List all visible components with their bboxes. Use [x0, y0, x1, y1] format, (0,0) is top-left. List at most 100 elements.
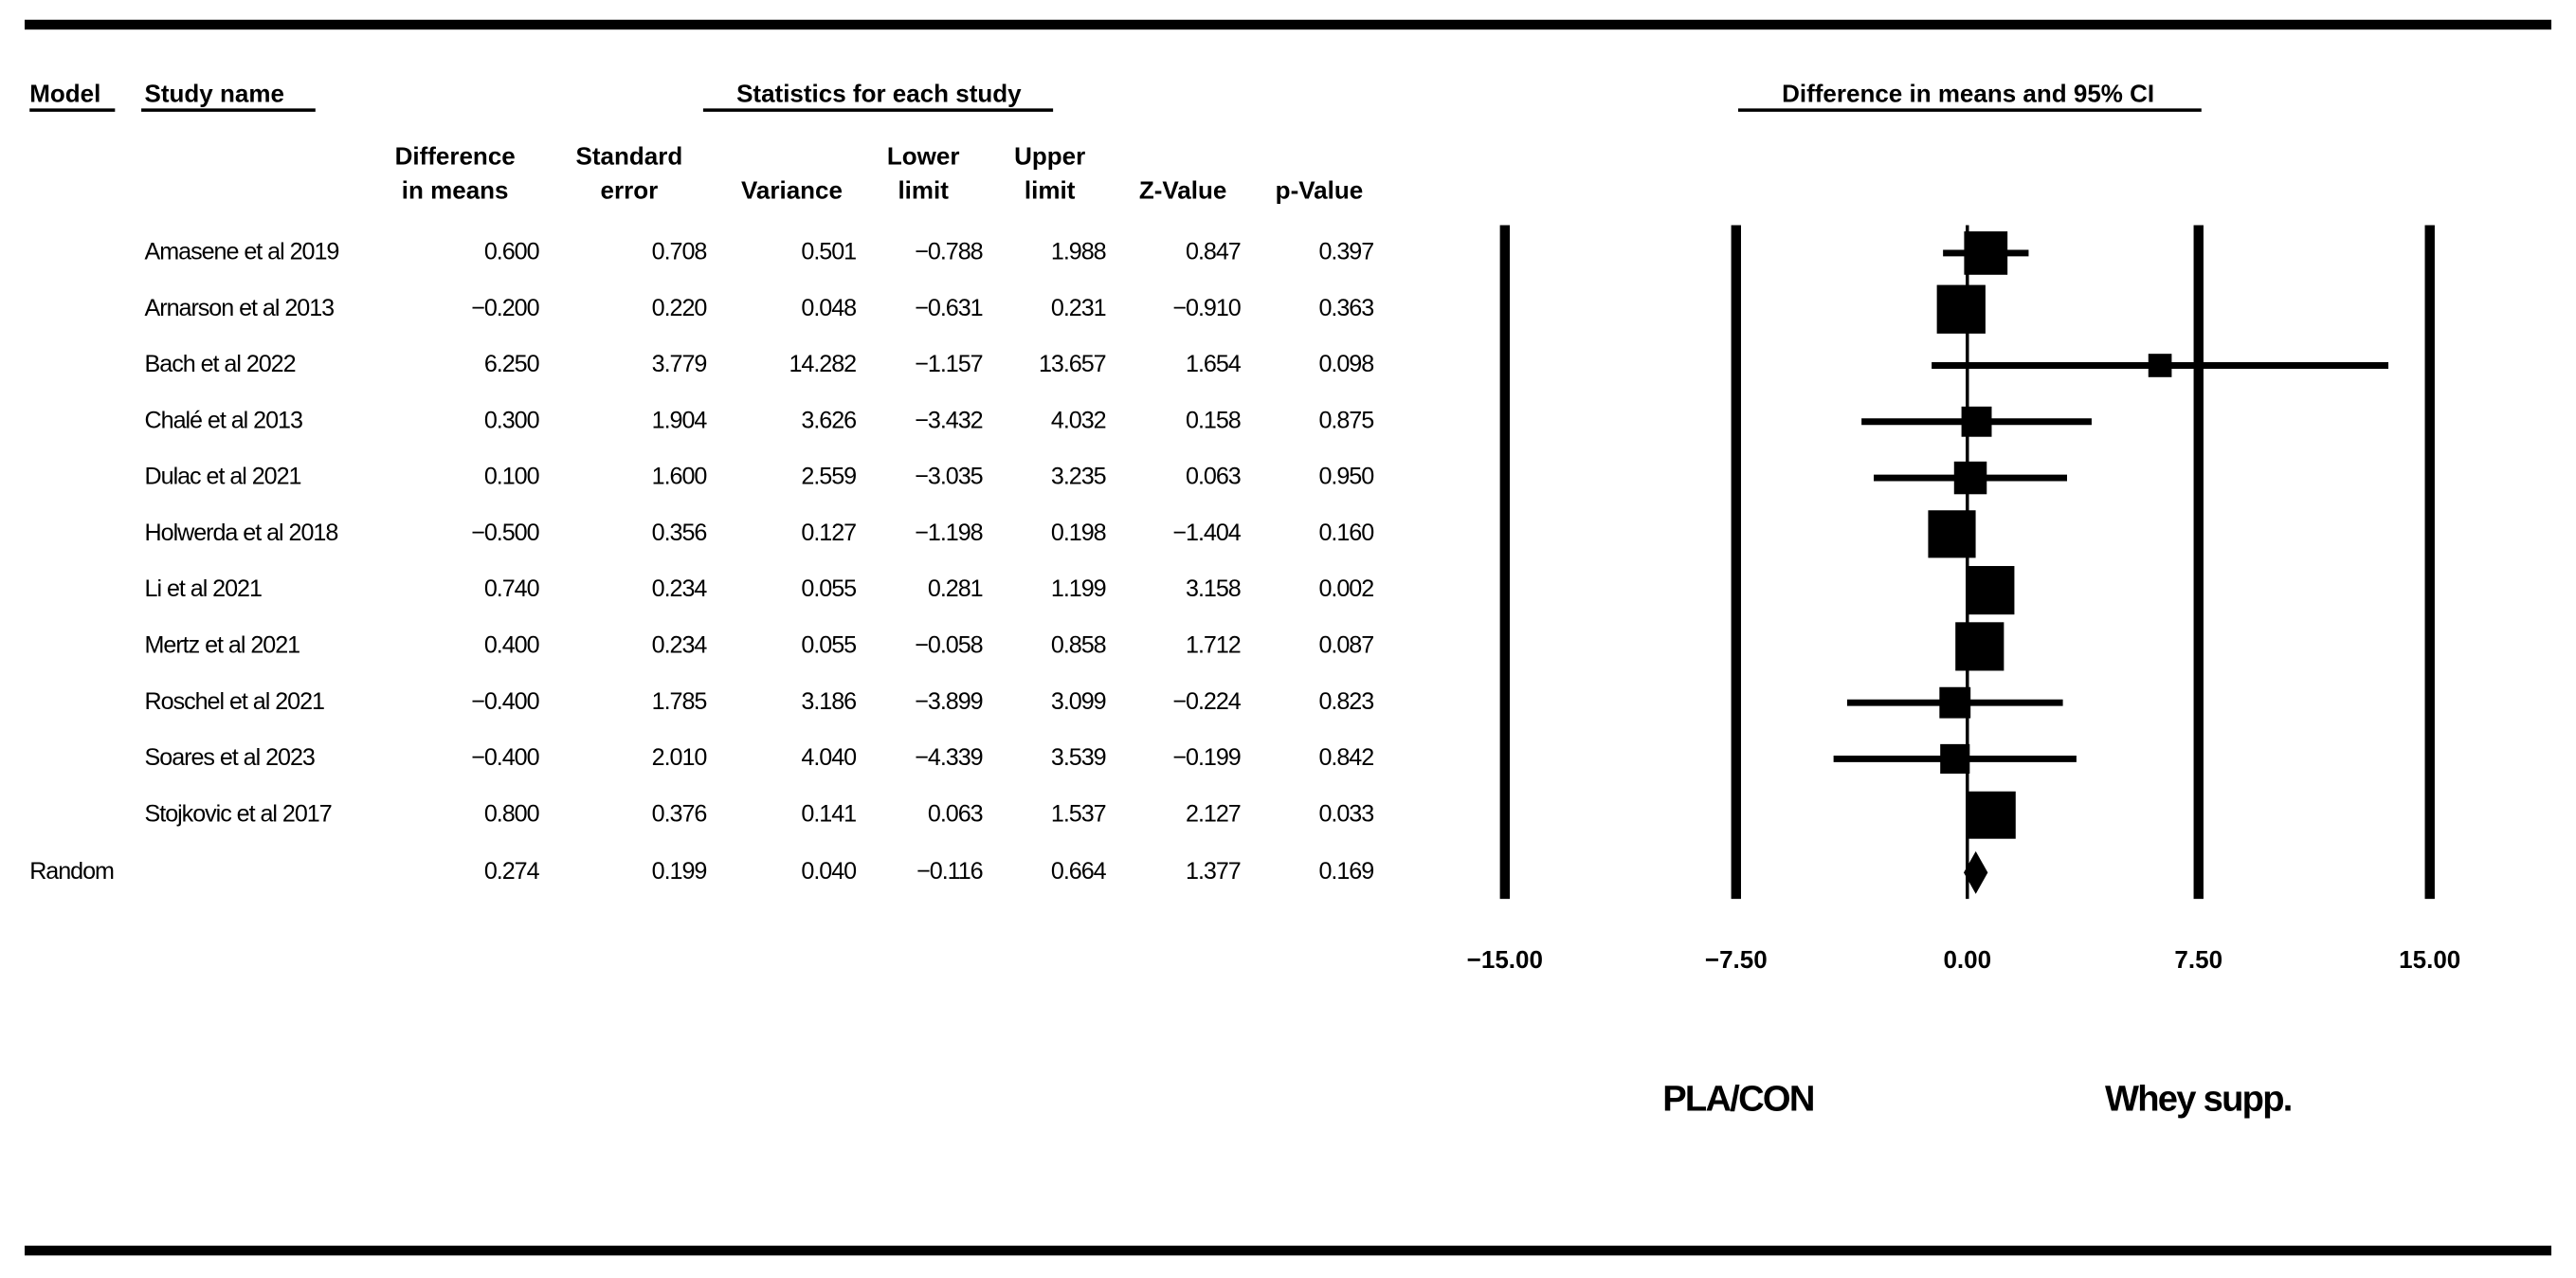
table-cell: 2.010 — [652, 744, 707, 771]
study-header: Study name — [145, 79, 284, 107]
table-cell: 0.087 — [1318, 632, 1373, 659]
table-cell: 0.231 — [1051, 295, 1106, 321]
study-name: Holwerda et al 2018 — [145, 520, 338, 546]
table-cell: −3.035 — [915, 464, 982, 490]
table-cell: −0.224 — [1172, 688, 1241, 715]
table-cell: 0.842 — [1318, 744, 1373, 771]
table-cell: −1.198 — [915, 520, 982, 546]
table-cell: 0.098 — [1318, 351, 1373, 377]
model-header: Model — [29, 79, 100, 107]
x-tick-label: −7.50 — [1705, 945, 1768, 974]
effect-box — [1964, 231, 2008, 275]
table-cell: 0.048 — [801, 295, 856, 321]
table-cell: 0.199 — [652, 858, 707, 885]
table-cell: 6.250 — [484, 351, 539, 377]
column-header: error — [601, 176, 659, 205]
table-cell: 0.055 — [801, 575, 856, 602]
effect-box — [2148, 354, 2172, 377]
table-cell: 0.875 — [1318, 407, 1373, 433]
table-cell: −4.339 — [915, 744, 982, 771]
table-cell: 0.708 — [652, 239, 707, 265]
table-cell: 1.654 — [1186, 351, 1242, 377]
table-cell: −3.899 — [915, 688, 982, 715]
table-cell: 0.858 — [1051, 632, 1106, 659]
left-side-label: PLA/CON — [1662, 1078, 1813, 1119]
table-cell: 0.040 — [801, 858, 856, 885]
effect-box — [1968, 791, 2016, 839]
table-cell: 0.300 — [484, 407, 539, 433]
table-cell: −1.157 — [915, 351, 982, 377]
table-cell: 1.537 — [1051, 800, 1106, 827]
column-header: Z-Value — [1139, 176, 1226, 205]
table-cell: 3.158 — [1186, 575, 1241, 602]
effect-box — [1953, 461, 1987, 495]
table-cell: −0.500 — [471, 520, 538, 546]
right-side-label: Whey supp. — [2105, 1078, 2292, 1119]
table-cell: 1.377 — [1186, 858, 1241, 885]
table-cell: 1.199 — [1051, 575, 1106, 602]
table-cell: 0.740 — [484, 575, 539, 602]
effect-box — [1936, 284, 1986, 334]
table-cell: 0.800 — [484, 800, 539, 827]
table-cell: 2.127 — [1186, 800, 1241, 827]
table-cell: 0.002 — [1318, 575, 1373, 602]
table-cell: 0.033 — [1318, 800, 1373, 827]
plot-header: Difference in means and 95% CI — [1782, 79, 2154, 107]
table-cell: 3.235 — [1051, 464, 1106, 490]
study-name: Stojkovic et al 2017 — [145, 800, 332, 827]
table-cell: 0.160 — [1318, 520, 1373, 546]
table-cell: 3.539 — [1051, 744, 1106, 771]
model-name: Random — [29, 858, 114, 885]
table-cell: 0.141 — [801, 800, 856, 827]
table-cell: 0.100 — [484, 464, 539, 490]
table-cell: −0.200 — [471, 295, 538, 321]
study-name: Li et al 2021 — [145, 575, 262, 602]
table-cell: 3.779 — [652, 351, 707, 377]
table-cell: 0.356 — [652, 520, 707, 546]
table-cell: 0.274 — [484, 858, 540, 885]
effect-box — [1961, 406, 1992, 437]
table-cell: 0.600 — [484, 239, 539, 265]
table-cell: 0.363 — [1318, 295, 1373, 321]
table-cell: −0.400 — [471, 744, 538, 771]
study-name: Chalé et al 2013 — [145, 407, 302, 433]
study-name: Arnarson et al 2013 — [145, 295, 335, 321]
study-name: Mertz et al 2021 — [145, 632, 300, 659]
table-cell: 0.220 — [652, 295, 707, 321]
table-cell: 1.785 — [652, 688, 707, 715]
table-cell: 0.400 — [484, 632, 539, 659]
table-cell: 0.169 — [1318, 858, 1373, 885]
x-tick-label: 0.00 — [1943, 945, 1991, 974]
table-cell: −3.432 — [915, 407, 982, 433]
table-cell: 0.055 — [801, 632, 856, 659]
column-header: Upper — [1014, 141, 1085, 170]
table-cell: 1.904 — [652, 407, 708, 433]
table-cell: 3.626 — [801, 407, 856, 433]
table-cell: 0.281 — [928, 575, 983, 602]
table-cell: −0.910 — [1172, 295, 1240, 321]
effect-box — [1940, 743, 1970, 775]
effect-box — [1966, 566, 2015, 615]
column-header: Lower — [887, 141, 960, 170]
table-cell: −0.788 — [915, 239, 982, 265]
effect-box — [1928, 510, 1976, 558]
bottom-rule — [25, 1245, 2551, 1256]
table-cell: 0.127 — [801, 520, 856, 546]
table-cell: 1.600 — [652, 464, 707, 490]
table-cell: 0.063 — [1186, 464, 1241, 490]
table-cell: 0.847 — [1186, 239, 1241, 265]
table-cell: 1.712 — [1186, 632, 1241, 659]
table-cell: 0.950 — [1318, 464, 1373, 490]
table-cell: 0.397 — [1318, 239, 1373, 265]
x-tick-label: −15.00 — [1467, 945, 1543, 974]
effect-box — [1955, 622, 2005, 671]
table-cell: −0.400 — [471, 688, 538, 715]
table-cell: 0.234 — [652, 575, 708, 602]
table-cell: 0.823 — [1318, 688, 1373, 715]
study-name: Roschel et al 2021 — [145, 688, 324, 715]
table-cell: 3.099 — [1051, 688, 1106, 715]
table-cell: 0.198 — [1051, 520, 1106, 546]
table-cell: −1.404 — [1172, 520, 1241, 546]
table-cell: 4.032 — [1051, 407, 1106, 433]
column-header: limit — [1025, 176, 1076, 205]
